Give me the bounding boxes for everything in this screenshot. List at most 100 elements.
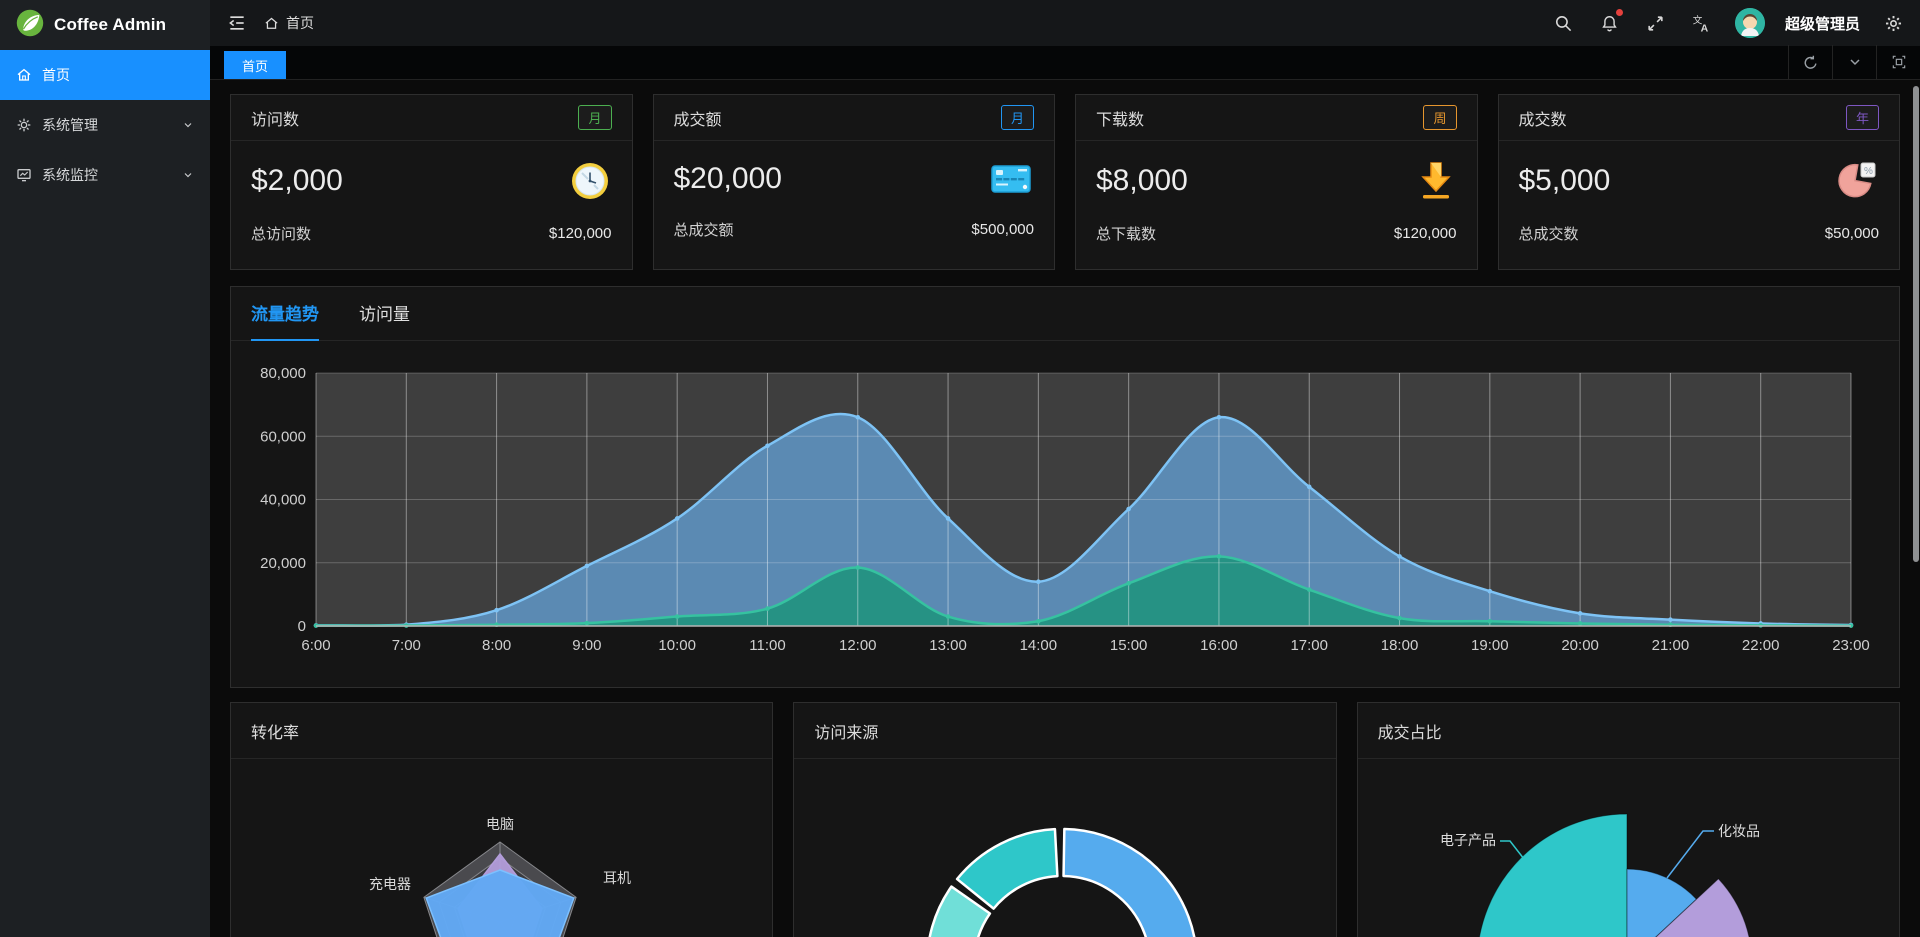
deal-share-panel: 成交占比 电子产品 化妆品 — [1356, 702, 1900, 937]
download-icon — [1420, 162, 1451, 199]
tabs-menu-button[interactable] — [1832, 45, 1876, 79]
svg-text:充电器: 充电器 — [369, 876, 411, 892]
search-button[interactable] — [1551, 10, 1577, 36]
coffee-admin-logo-icon — [16, 9, 44, 42]
visit-source-panel: 访问来源 — [793, 702, 1337, 937]
card-title: 下载数 — [1096, 111, 1145, 129]
gear-icon — [17, 118, 31, 132]
tab-home[interactable]: 首页 — [224, 51, 287, 79]
sidebar-item-system-monitor[interactable]: 系统监控 — [0, 150, 210, 200]
card-value: $2,000 — [251, 164, 343, 197]
svg-text:6:00: 6:00 — [301, 637, 330, 654]
bell-icon — [1602, 15, 1618, 31]
svg-text:12:00: 12:00 — [839, 637, 877, 654]
menu-fold-icon — [229, 16, 244, 30]
stat-card-deals: 成交数 年 $5,000 % 总成交数 $50,000 — [1497, 94, 1900, 270]
svg-text:化妆品: 化妆品 — [1718, 823, 1760, 839]
svg-text:10:00: 10:00 — [658, 637, 696, 654]
tab-traffic-trend[interactable]: 流量趋势 — [251, 287, 319, 341]
svg-text:21:00: 21:00 — [1652, 637, 1690, 654]
bottom-panels-row: 转化率 电脑 充电器 耳机 访问来源 成交占比 电子产品 化妆品 — [230, 702, 1900, 937]
period-badge: 月 — [578, 105, 612, 130]
tabs-refresh-button[interactable] — [1788, 45, 1832, 79]
svg-text:80,000: 80,000 — [260, 365, 306, 382]
visit-source-donut-chart — [928, 827, 1196, 937]
svg-text:%: % — [1864, 166, 1873, 177]
panel-title: 访问来源 — [794, 703, 1336, 759]
card-value: $8,000 — [1096, 164, 1188, 197]
svg-text:7:00: 7:00 — [392, 637, 421, 654]
breadcrumb[interactable]: 首页 — [264, 13, 314, 33]
svg-text:22:00: 22:00 — [1742, 637, 1780, 654]
card-title: 访问数 — [251, 111, 300, 129]
traffic-trend-panel: 流量趋势 访问量 0 20,000 40,000 60,000 80,000 6:00 7:… — [230, 286, 1900, 688]
card-title: 成交数 — [1518, 111, 1567, 129]
home-icon — [17, 68, 31, 81]
breadcrumb-home: 首页 — [286, 15, 314, 31]
card-footer-label: 总访问数 — [251, 226, 312, 243]
stat-card-downloads: 下载数 周 $8,000 总下载数 $120,000 — [1075, 94, 1478, 270]
search-icon — [1556, 15, 1572, 31]
trend-tabs: 流量趋势 访问量 — [231, 287, 1899, 341]
svg-text:20:00: 20:00 — [1561, 637, 1599, 654]
sidebar-item-home[interactable]: 首页 — [0, 50, 210, 100]
sidebar: Coffee Admin 首页 系统管理 — [0, 0, 210, 937]
card-footer-label: 总下载数 — [1096, 226, 1157, 243]
fullscreen-expand-icon — [1648, 15, 1664, 31]
refresh-icon — [1804, 55, 1817, 69]
clock-icon — [571, 163, 608, 199]
gear-icon — [1885, 15, 1901, 31]
sidebar-item-label: 系统监控 — [42, 167, 98, 183]
sidebar-item-system-management[interactable]: 系统管理 — [0, 100, 210, 150]
svg-text:16:00: 16:00 — [1200, 637, 1238, 654]
brand-name: Coffee Admin — [54, 15, 167, 34]
menu-fold-button[interactable] — [224, 10, 250, 36]
svg-text:9:00: 9:00 — [572, 637, 601, 654]
svg-text:13:00: 13:00 — [929, 637, 967, 654]
tab-visit-volume[interactable]: 访问量 — [359, 305, 410, 324]
period-badge: 月 — [1000, 105, 1034, 130]
pie-percent-icon: % — [1838, 162, 1876, 198]
page-tabs-bar: 首页 — [210, 45, 1920, 80]
svg-text:耳机: 耳机 — [603, 870, 631, 886]
panel-title: 成交占比 — [1357, 703, 1899, 759]
settings-button[interactable] — [1880, 10, 1906, 36]
maximize-icon — [1892, 55, 1905, 69]
stat-cards-row: 访问数 月 $2,000 总访问数 $120,0 — [230, 94, 1900, 270]
svg-text:电子产品: 电子产品 — [1440, 832, 1496, 848]
home-icon — [265, 17, 278, 29]
avatar-image — [1734, 8, 1765, 38]
chevron-down-icon — [184, 173, 192, 178]
svg-text:电脑: 电脑 — [486, 816, 514, 832]
svg-text:15:00: 15:00 — [1110, 637, 1148, 654]
traffic-trend-area-chart: 0 20,000 40,000 60,000 80,000 6:00 7:00 8:00 9:0… — [260, 365, 1870, 654]
card-footer-label: 总成交数 — [1518, 226, 1579, 243]
svg-text:60,000: 60,000 — [260, 428, 306, 445]
language-button[interactable]: 文 A — [1689, 10, 1715, 36]
period-badge: 年 — [1845, 105, 1879, 130]
conversion-rate-panel: 转化率 电脑 充电器 耳机 — [230, 702, 774, 937]
svg-text:A: A — [1701, 22, 1709, 34]
tabs-maximize-button[interactable] — [1876, 45, 1920, 79]
notifications-button[interactable] — [1597, 9, 1623, 36]
card-value: $20,000 — [673, 162, 782, 195]
stat-card-visits: 访问数 月 $2,000 总访问数 $120,0 — [230, 94, 633, 270]
svg-text:17:00: 17:00 — [1290, 637, 1328, 654]
topbar: 首页 — [210, 0, 1920, 46]
card-title: 成交额 — [673, 111, 722, 129]
period-badge: 周 — [1423, 105, 1457, 130]
svg-text:14:00: 14:00 — [1020, 637, 1058, 654]
scrollbar-thumb[interactable] — [1913, 86, 1919, 562]
card-footer-value: $120,000 — [548, 225, 612, 242]
deal-share-pie-chart: 电子产品 化妆品 — [1440, 813, 1760, 937]
chevron-down-icon — [184, 123, 192, 128]
user-avatar[interactable] — [1734, 8, 1765, 38]
svg-text:40,000: 40,000 — [260, 492, 306, 509]
svg-text:0: 0 — [298, 618, 306, 635]
chevron-down-icon — [1849, 59, 1860, 66]
notification-badge-dot — [1615, 9, 1623, 16]
main-content: 访问数 月 $2,000 总访问数 $120,0 — [210, 81, 1920, 937]
fullscreen-button[interactable] — [1643, 10, 1669, 36]
card-value: $5,000 — [1518, 164, 1611, 197]
